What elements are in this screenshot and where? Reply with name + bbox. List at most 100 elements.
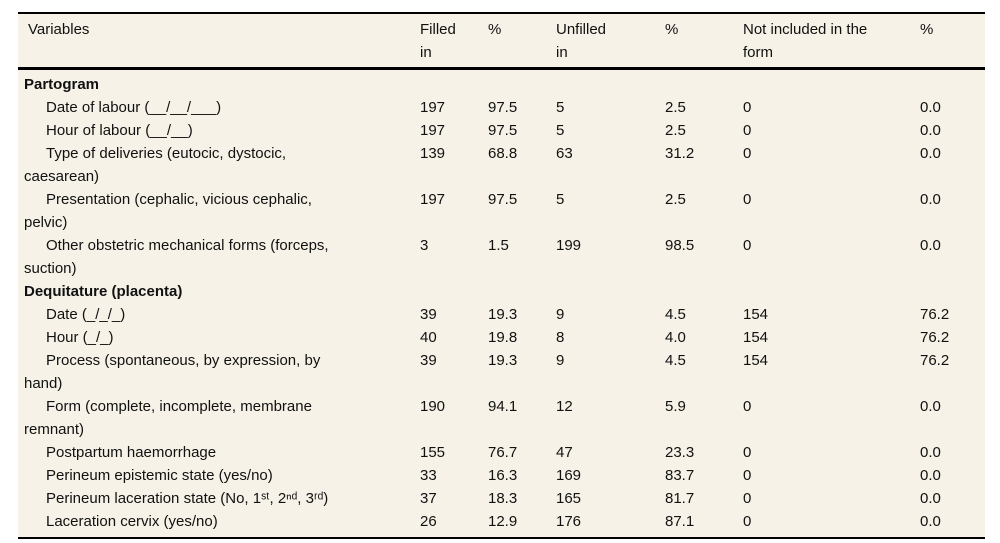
cell-label: Laceration cervix (yes/no)	[46, 513, 218, 530]
table-row: Perineum epistemic state (yes/no) 33 16.…	[18, 464, 985, 487]
table-body: Partogram Date of labour (__/__/___) 197…	[18, 69, 985, 539]
cell-unfilled: 165	[556, 490, 582, 507]
cell-filled: 197	[420, 191, 446, 208]
table-row: Hour of labour (__/__) 197 97.5 5 2.5 0 …	[18, 119, 985, 142]
table-row: Perineum laceration state (No, 1ˢᵗ, 2ⁿᵈ,…	[18, 487, 985, 510]
cell-not-included-percent: 0.0	[920, 490, 941, 507]
cell-label: Perineum laceration state (No, 1ˢᵗ, 2ⁿᵈ,…	[46, 490, 329, 507]
cell-not-included-percent: 0.0	[920, 467, 941, 484]
cell-unfilled-percent: 23.3	[665, 444, 695, 461]
table-row: Date of labour (__/__/___) 197 97.5 5 2.…	[18, 96, 985, 119]
cell-not-included: 0	[743, 513, 752, 530]
cell-unfilled: 5	[556, 191, 565, 208]
cell-filled-percent: 94.1	[488, 398, 518, 415]
cell-filled-percent: 76.7	[488, 444, 518, 461]
col-header-unfilled-in: Unfilled in	[556, 13, 665, 70]
table-row: Form (complete, incomplete, membrane rem…	[18, 395, 985, 441]
cell-unfilled-percent: 81.7	[665, 490, 695, 507]
cell-not-included: 0	[743, 99, 752, 116]
cell-not-included-percent: 0.0	[920, 513, 941, 530]
section-row-dequitature: Dequitature (placenta)	[18, 280, 985, 303]
cell-not-included-percent: 76.2	[920, 306, 950, 323]
cell-not-included-percent: 76.2	[920, 352, 950, 369]
cell-filled: 197	[420, 99, 446, 116]
cell-not-included: 0	[743, 444, 752, 461]
cell-filled: 39	[420, 352, 437, 369]
cell-label: Process (spontaneous, by expression, by …	[24, 352, 321, 392]
table-row: Laceration cervix (yes/no) 26 12.9 176 8…	[18, 510, 985, 538]
cell-filled: 39	[420, 306, 437, 323]
cell-filled: 3	[420, 237, 429, 254]
cell-filled: 139	[420, 145, 446, 162]
col-header-not-included: Not included in the form	[743, 13, 920, 70]
cell-unfilled: 47	[556, 444, 573, 461]
table-row: Hour (_/_) 40 19.8 8 4.0 154 76.2	[18, 326, 985, 349]
col-header-variables: Variables	[18, 13, 420, 70]
cell-label: Perineum epistemic state (yes/no)	[46, 467, 273, 484]
cell-not-included-percent: 0.0	[920, 444, 941, 461]
header-row: Variables Filled in % Unfilled in % Not …	[18, 13, 985, 70]
cell-unfilled-percent: 83.7	[665, 467, 695, 484]
cell-unfilled-percent: 4.5	[665, 306, 686, 323]
cell-label: Form (complete, incomplete, membrane rem…	[24, 398, 312, 438]
cell-unfilled-percent: 2.5	[665, 99, 686, 116]
cell-label: Postpartum haemorrhage	[46, 444, 217, 461]
cell-label: Hour (_/_)	[46, 329, 114, 346]
cell-not-included: 0	[743, 191, 752, 208]
cell-filled-percent: 19.8	[488, 329, 518, 346]
cell-filled-percent: 97.5	[488, 122, 518, 139]
cell-unfilled: 176	[556, 513, 582, 530]
table-header: Variables Filled in % Unfilled in % Not …	[18, 13, 985, 70]
section-row-partogram: Partogram	[18, 69, 985, 97]
cell-not-included: 0	[743, 122, 752, 139]
cell-unfilled: 63	[556, 145, 573, 162]
cell-unfilled-percent: 2.5	[665, 122, 686, 139]
cell-unfilled: 8	[556, 329, 565, 346]
cell-label: Date of labour (__/__/___)	[46, 99, 222, 116]
table-row: Postpartum haemorrhage 155 76.7 47 23.3 …	[18, 441, 985, 464]
cell-filled-percent: 18.3	[488, 490, 518, 507]
cell-not-included: 0	[743, 237, 752, 254]
cell-unfilled-percent: 4.5	[665, 352, 686, 369]
col-header-filled-in: Filled in	[420, 13, 488, 70]
col-header-unfilled-percent: %	[665, 13, 743, 70]
cell-unfilled-percent: 4.0	[665, 329, 686, 346]
cell-unfilled: 5	[556, 122, 565, 139]
cell-not-included: 0	[743, 467, 752, 484]
cell-unfilled-percent: 98.5	[665, 237, 695, 254]
cell-filled: 37	[420, 490, 437, 507]
cell-unfilled: 9	[556, 306, 565, 323]
cell-filled-percent: 1.5	[488, 237, 509, 254]
variables-completion-table: Variables Filled in % Unfilled in % Not …	[18, 12, 985, 539]
cell-not-included-percent: 0.0	[920, 398, 941, 415]
section-label: Dequitature (placenta)	[24, 283, 183, 300]
cell-not-included-percent: 0.0	[920, 237, 941, 254]
cell-filled-percent: 68.8	[488, 145, 518, 162]
table-row: Date (_/_/_) 39 19.3 9 4.5 154 76.2	[18, 303, 985, 326]
cell-label: Presentation (cephalic, vicious cephalic…	[24, 191, 312, 231]
cell-filled-percent: 97.5	[488, 99, 518, 116]
cell-not-included: 154	[743, 352, 769, 369]
cell-not-included: 154	[743, 329, 769, 346]
cell-filled-percent: 12.9	[488, 513, 518, 530]
cell-filled-percent: 19.3	[488, 352, 518, 369]
cell-filled: 190	[420, 398, 446, 415]
cell-unfilled: 9	[556, 352, 565, 369]
cell-filled: 33	[420, 467, 437, 484]
cell-filled-percent: 97.5	[488, 191, 518, 208]
cell-not-included-percent: 0.0	[920, 122, 941, 139]
cell-filled-percent: 16.3	[488, 467, 518, 484]
table-row: Process (spontaneous, by expression, by …	[18, 349, 985, 395]
cell-not-included-percent: 0.0	[920, 191, 941, 208]
cell-filled: 26	[420, 513, 437, 530]
cell-filled-percent: 19.3	[488, 306, 518, 323]
table-row: Presentation (cephalic, vicious cephalic…	[18, 188, 985, 234]
col-header-not-included-percent: %	[920, 13, 985, 70]
cell-unfilled: 199	[556, 237, 582, 254]
cell-unfilled-percent: 5.9	[665, 398, 686, 415]
cell-filled: 40	[420, 329, 437, 346]
cell-not-included: 0	[743, 490, 752, 507]
cell-unfilled-percent: 2.5	[665, 191, 686, 208]
table-row: Type of deliveries (eutocic, dystocic, c…	[18, 142, 985, 188]
